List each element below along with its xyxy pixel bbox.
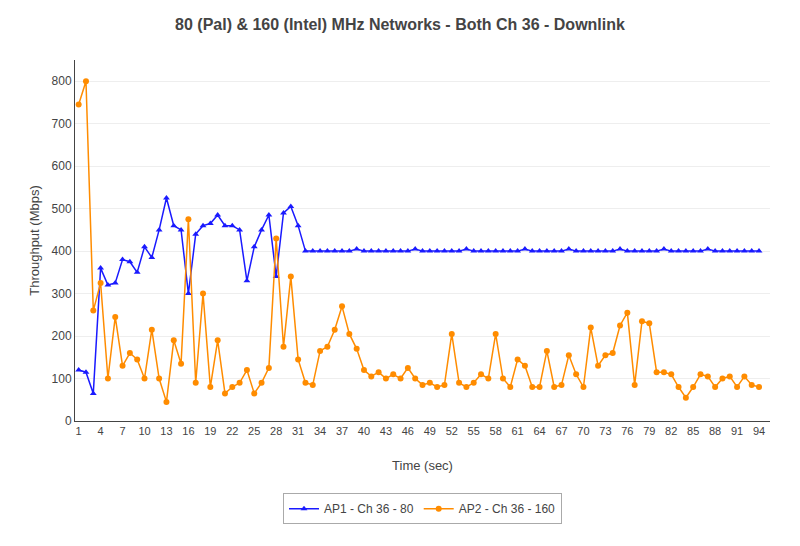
svg-text:82: 82 [665, 425, 677, 437]
svg-text:94: 94 [753, 425, 765, 437]
svg-text:500: 500 [52, 202, 72, 216]
svg-text:4: 4 [98, 425, 104, 437]
svg-text:Throughput (Mbps): Throughput (Mbps) [27, 185, 42, 296]
svg-text:67: 67 [555, 425, 567, 437]
svg-text:64: 64 [533, 425, 545, 437]
svg-text:AP2 - Ch 36 - 160: AP2 - Ch 36 - 160 [459, 502, 555, 516]
svg-text:55: 55 [468, 425, 480, 437]
svg-text:600: 600 [52, 159, 72, 173]
svg-text:28: 28 [270, 425, 282, 437]
svg-text:43: 43 [380, 425, 392, 437]
svg-text:40: 40 [358, 425, 370, 437]
svg-text:AP1 - Ch 36 - 80: AP1 - Ch 36 - 80 [324, 502, 414, 516]
svg-text:70: 70 [577, 425, 589, 437]
svg-text:91: 91 [731, 425, 743, 437]
svg-text:73: 73 [599, 425, 611, 437]
svg-text:800: 800 [52, 74, 72, 88]
svg-text:52: 52 [446, 425, 458, 437]
svg-text:10: 10 [138, 425, 150, 437]
svg-text:16: 16 [182, 425, 194, 437]
svg-text:37: 37 [336, 425, 348, 437]
svg-text:46: 46 [402, 425, 414, 437]
svg-text:49: 49 [424, 425, 436, 437]
svg-text:25: 25 [248, 425, 260, 437]
svg-text:7: 7 [119, 425, 125, 437]
svg-text:400: 400 [52, 244, 72, 258]
svg-text:1: 1 [76, 425, 82, 437]
svg-text:19: 19 [204, 425, 216, 437]
svg-text:61: 61 [511, 425, 523, 437]
svg-text:85: 85 [687, 425, 699, 437]
svg-text:76: 76 [621, 425, 633, 437]
svg-text:34: 34 [314, 425, 326, 437]
svg-text:0: 0 [65, 414, 72, 428]
svg-text:13: 13 [160, 425, 172, 437]
svg-text:88: 88 [709, 425, 721, 437]
svg-text:300: 300 [52, 287, 72, 301]
svg-text:80 (Pal) & 160 (Intel) MHz Net: 80 (Pal) & 160 (Intel) MHz Networks - Bo… [175, 16, 625, 33]
svg-text:31: 31 [292, 425, 304, 437]
svg-text:700: 700 [52, 117, 72, 131]
svg-text:200: 200 [52, 329, 72, 343]
svg-text:58: 58 [490, 425, 502, 437]
svg-text:79: 79 [643, 425, 655, 437]
svg-text:100: 100 [52, 372, 72, 386]
svg-text:Time (sec): Time (sec) [392, 458, 453, 473]
svg-text:22: 22 [226, 425, 238, 437]
